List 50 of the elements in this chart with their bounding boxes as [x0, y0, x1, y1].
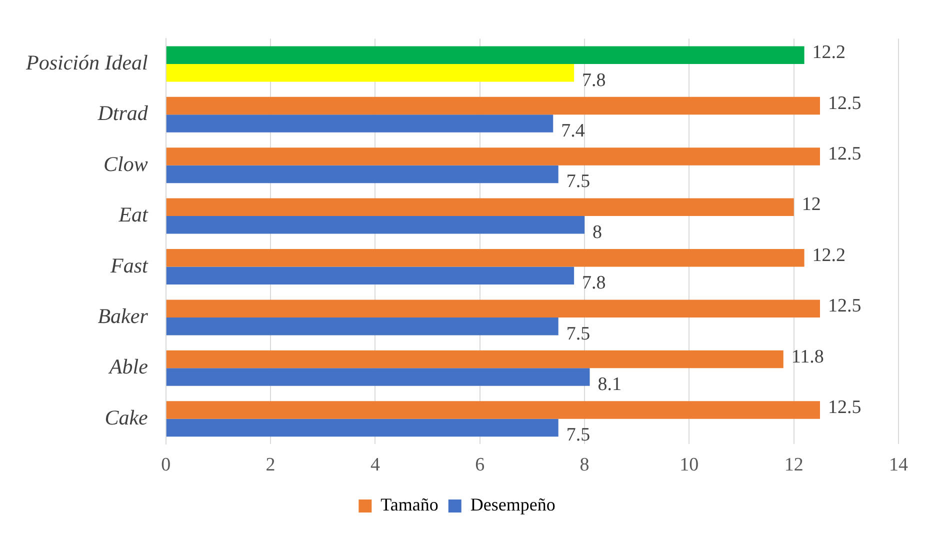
y-tick-label: Clow	[104, 152, 148, 176]
bar	[166, 401, 820, 419]
data-label: 7.5	[566, 424, 590, 446]
bar	[166, 300, 820, 318]
bar	[166, 114, 554, 132]
data-label: 12.5	[828, 92, 862, 114]
data-label: 12	[802, 194, 821, 216]
x-tick-label: 10	[680, 454, 699, 476]
bar	[166, 165, 558, 184]
legend-label: Desempeño	[470, 494, 556, 515]
y-tick-label: Eat	[118, 202, 150, 227]
y-tick-label: Fast	[110, 253, 150, 278]
legend-label: Tamaño	[380, 494, 438, 515]
bar	[166, 368, 590, 386]
x-tick-label: 0	[161, 454, 171, 476]
y-tick-label: Able	[107, 354, 148, 379]
data-label: 11.8	[791, 346, 824, 368]
bar	[166, 418, 558, 437]
y-tick-label: Cake	[104, 405, 148, 430]
data-label: 12.2	[812, 42, 846, 64]
bar	[166, 198, 794, 216]
bar	[166, 64, 574, 82]
x-tick-label: 8	[580, 454, 590, 476]
data-label: 12.5	[828, 396, 862, 418]
data-label: 8.1	[598, 374, 622, 396]
data-label: 7.5	[566, 171, 590, 192]
bar	[166, 96, 820, 115]
x-tick-label: 4	[370, 454, 380, 476]
bar	[166, 249, 804, 267]
y-tick-label: Baker	[98, 304, 149, 328]
bar	[166, 46, 804, 64]
bar	[166, 317, 558, 336]
x-tick-label: 14	[889, 454, 908, 476]
data-label: 8	[592, 222, 602, 243]
x-tick-label: 12	[784, 454, 804, 476]
data-label: 7.5	[566, 323, 590, 344]
bar	[166, 350, 784, 368]
bar	[166, 266, 574, 284]
data-label: 7.8	[582, 272, 606, 294]
data-label: 12.2	[812, 244, 846, 266]
bar	[166, 148, 820, 166]
y-tick-label: Posición Ideal	[25, 50, 148, 74]
data-label: 12.5	[828, 143, 862, 164]
x-tick-label: 2	[266, 454, 276, 476]
data-label: 7.4	[561, 120, 586, 142]
data-label: 7.8	[582, 70, 606, 91]
y-tick-label: Dtrad	[96, 101, 148, 126]
bar	[166, 216, 585, 234]
x-tick-label: 6	[475, 454, 485, 476]
data-label: 12.5	[828, 296, 862, 317]
